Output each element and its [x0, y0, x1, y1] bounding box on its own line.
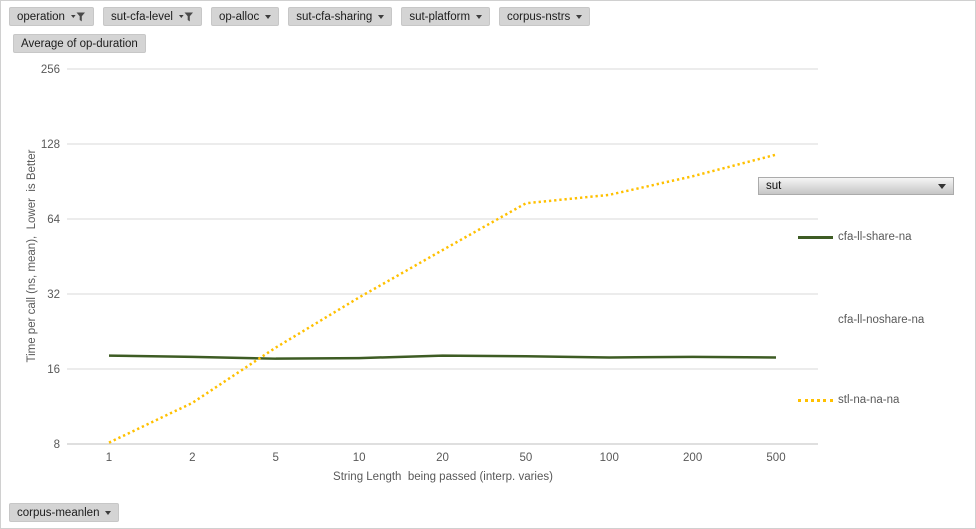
pivot-filter-label: sut-cfa-sharing: [296, 10, 373, 23]
legend-label: cfa-ll-share-na: [838, 231, 912, 243]
y-tick-label: 256: [41, 64, 60, 76]
x-tick-label: 20: [436, 452, 449, 464]
legend-item-cfa-ll-share-na[interactable]: cfa-ll-share-na: [798, 228, 968, 246]
x-axis-title: String Length being passed (interp. vari…: [333, 471, 553, 483]
pivot-axis-button-corpus-meanlen[interactable]: corpus-meanlen: [9, 503, 120, 522]
pivot-filter-op-alloc[interactable]: op-alloc: [210, 7, 280, 26]
pivot-filter-sut-platform[interactable]: sut-platform: [401, 7, 491, 26]
legend-field-dropdown-sut[interactable]: sut: [758, 177, 954, 195]
pivot-filter-label: corpus-nstrs: [507, 10, 571, 23]
pivot-filter-label: sut-cfa-level: [110, 10, 173, 23]
legend-field-label: sut: [766, 180, 782, 192]
pivot-filter-label: operation: [17, 10, 65, 23]
legend-label: cfa-ll-noshare-na: [838, 314, 925, 326]
dropdown-arrow-icon: [265, 14, 272, 19]
x-tick-label: 5: [273, 452, 279, 464]
pivot-filter-sut-cfa-sharing[interactable]: sut-cfa-sharing: [288, 7, 393, 26]
filter-funnel-icon: [70, 12, 85, 21]
dropdown-arrow-icon: [476, 14, 483, 19]
y-axis-title: Time per call (ns, mean), Lower is Bette…: [26, 149, 38, 363]
x-tick-label: 200: [683, 452, 702, 464]
legend-swatch-solid-line: [798, 235, 833, 239]
x-tick-label: 50: [519, 452, 532, 464]
pivot-filter-label: sut-platform: [409, 10, 471, 23]
pivot-filter-corpus-nstrs[interactable]: corpus-nstrs: [499, 7, 591, 26]
pivot-filter-row: operation sut-cfa-level op-alloc sut-cfa…: [9, 7, 591, 26]
pivot-axis-label: corpus-meanlen: [17, 506, 100, 519]
dropdown-arrow-icon: [938, 183, 946, 189]
dropdown-arrow-icon: [576, 14, 583, 19]
x-tick-label: 1: [106, 452, 112, 464]
legend-item-cfa-ll-noshare-na[interactable]: cfa-ll-noshare-na: [798, 311, 968, 329]
y-tick-label: 8: [54, 439, 60, 451]
x-tick-label: 500: [766, 452, 785, 464]
y-tick-label: 16: [47, 364, 60, 376]
dropdown-arrow-icon: [105, 510, 112, 515]
pivot-filter-sut-cfa-level[interactable]: sut-cfa-level: [102, 7, 202, 26]
pivot-value-label: Average of op-duration: [21, 37, 138, 50]
filter-funnel-icon: [178, 12, 193, 21]
pivot-filter-operation[interactable]: operation: [9, 7, 94, 26]
legend-item-stl-na-na-na[interactable]: stl-na-na-na: [798, 391, 968, 409]
y-tick-label: 32: [47, 289, 60, 301]
legend-label: stl-na-na-na: [838, 394, 900, 406]
pivot-filter-label: op-alloc: [218, 10, 260, 23]
legend-swatch-dotted-line: [798, 398, 833, 402]
series-line-stl-na-na-na[interactable]: [108, 153, 777, 444]
x-tick-label: 2: [189, 452, 195, 464]
series-line-cfa-ll-share-na[interactable]: [108, 354, 777, 360]
y-tick-label: 64: [47, 214, 60, 226]
x-tick-label: 10: [353, 452, 366, 464]
x-tick-label: 100: [600, 452, 619, 464]
pivot-value-button[interactable]: Average of op-duration: [13, 34, 146, 53]
y-tick-label: 128: [41, 139, 60, 151]
dropdown-arrow-icon: [378, 14, 385, 19]
